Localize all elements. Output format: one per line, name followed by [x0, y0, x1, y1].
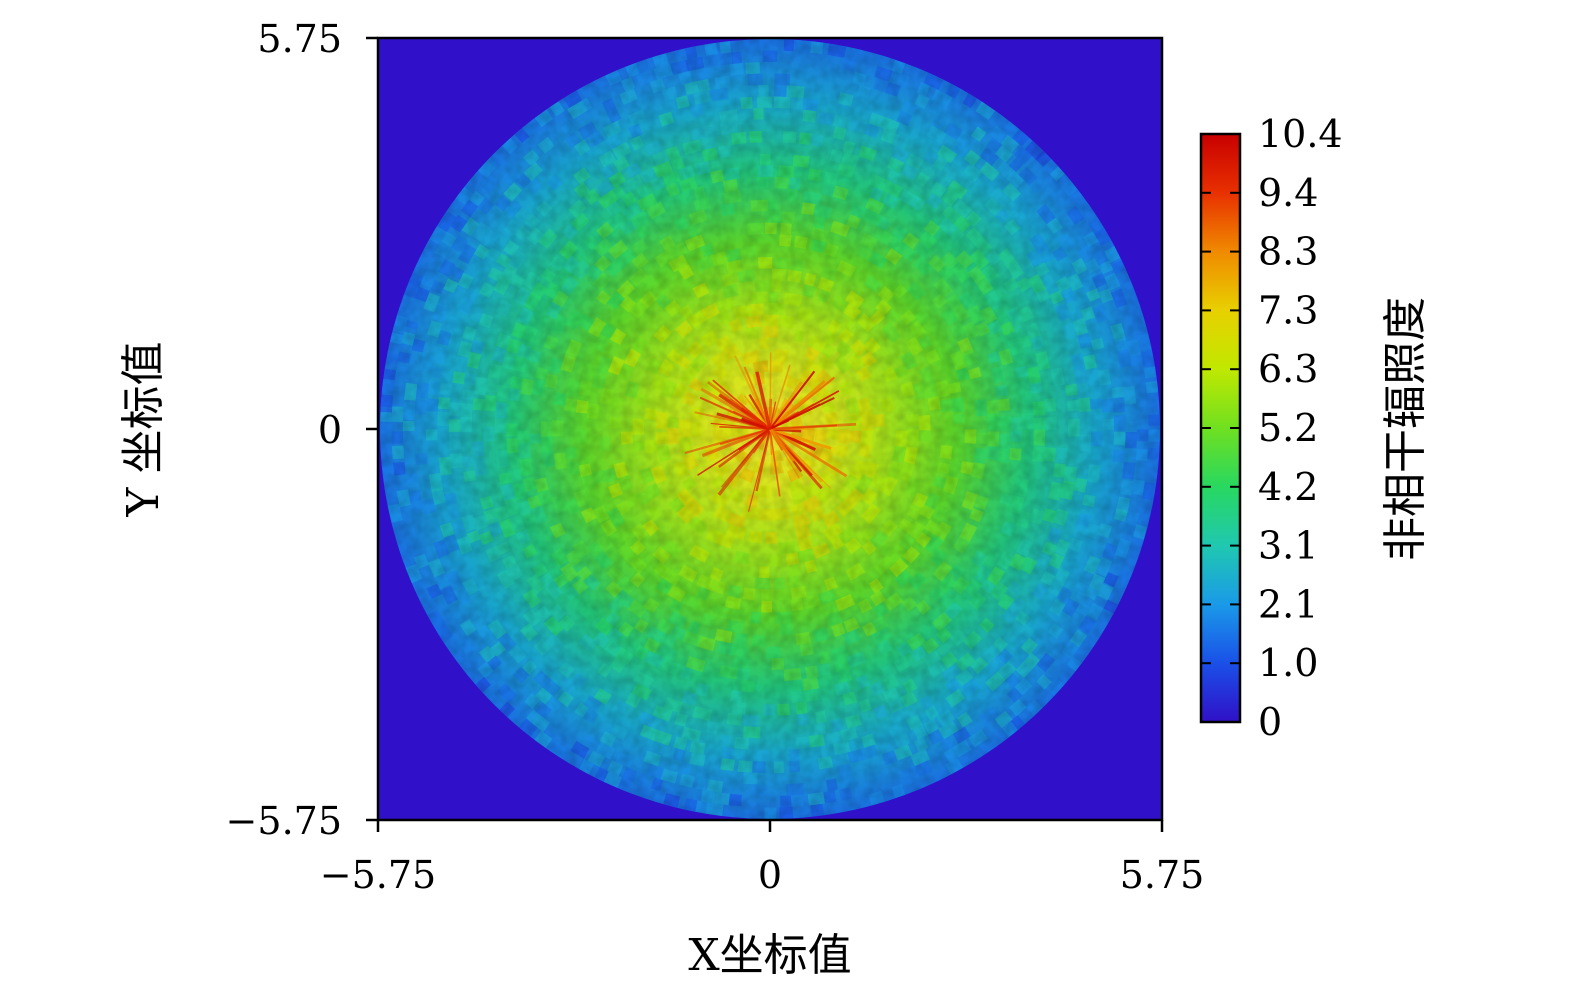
- peak-ray: [755, 428, 772, 492]
- peak-ray: [699, 396, 771, 430]
- x-axis-label: X坐标值: [688, 930, 851, 981]
- colorbar-ticks: 10.4 9.4 8.3 7.3 6.3 5.2 4.2 3.1 2.1 1.0 0: [1201, 112, 1343, 744]
- colorbar-tick-label: 7.3: [1258, 288, 1318, 332]
- peak-ray: [716, 412, 771, 431]
- peak-ray: [769, 370, 816, 430]
- x-tick-label: 5.75: [1120, 853, 1205, 897]
- peak-ray: [734, 355, 771, 430]
- peak-ray: [769, 428, 781, 497]
- peak-ray: [701, 427, 771, 458]
- plot-area: [376, 36, 1164, 822]
- y-tick-label: 5.75: [257, 17, 342, 61]
- peak-ray: [707, 381, 771, 431]
- heatmap-disk: [380, 39, 1160, 819]
- colorbar-tick-label: 6.3: [1258, 347, 1318, 391]
- colorbar-tick-label: 10.4: [1258, 112, 1343, 156]
- peak-ray: [700, 387, 771, 431]
- peak-ray: [769, 379, 826, 431]
- x-tick-label: 0: [758, 853, 782, 897]
- colorbar-tick-label: 2.1: [1258, 582, 1318, 626]
- colorbar-label: 非相干辐照度: [1380, 297, 1431, 561]
- peak-ray: [717, 427, 772, 496]
- peak-ray: [712, 379, 771, 430]
- colorbar-tick-label: 3.1: [1258, 524, 1318, 568]
- peak-ray: [769, 396, 835, 430]
- y-axis-label: Y 坐标值: [118, 341, 169, 517]
- colorbar-tick-label: 1.0: [1258, 641, 1318, 685]
- peak-ray: [769, 427, 848, 478]
- x-axis: −5.75 0 5.75 X坐标值: [320, 820, 1205, 981]
- peak-ray: [697, 428, 771, 476]
- peak-ray: [743, 395, 771, 430]
- y-tick-label: 0: [318, 408, 342, 452]
- y-tick-label: −5.75: [226, 799, 342, 843]
- peak-ray: [769, 352, 772, 430]
- peak-ray: [769, 427, 832, 450]
- x-tick-label: −5.75: [320, 853, 436, 897]
- colorbar-tick-label: 0: [1258, 700, 1282, 744]
- colorbar-tick-label: 4.2: [1258, 465, 1318, 509]
- peak-ray: [768, 427, 824, 483]
- colorbar: 10.4 9.4 8.3 7.3 6.3 5.2 4.2 3.1 2.1 1.0 0 非相干辐照度: [1199, 112, 1431, 744]
- peak-ray: [769, 364, 791, 430]
- center-peak-rays: [684, 352, 857, 512]
- y-axis: 5.75 0 −5.75 Y 坐标值: [118, 17, 378, 843]
- colorbar-tick-label: 8.3: [1258, 230, 1318, 274]
- peak-ray: [718, 393, 771, 431]
- peak-ray: [755, 371, 772, 430]
- colorbar-tick-label: 9.4: [1258, 171, 1318, 215]
- peak-ray: [769, 422, 857, 431]
- colorbar-tick-label: 5.2: [1258, 406, 1318, 450]
